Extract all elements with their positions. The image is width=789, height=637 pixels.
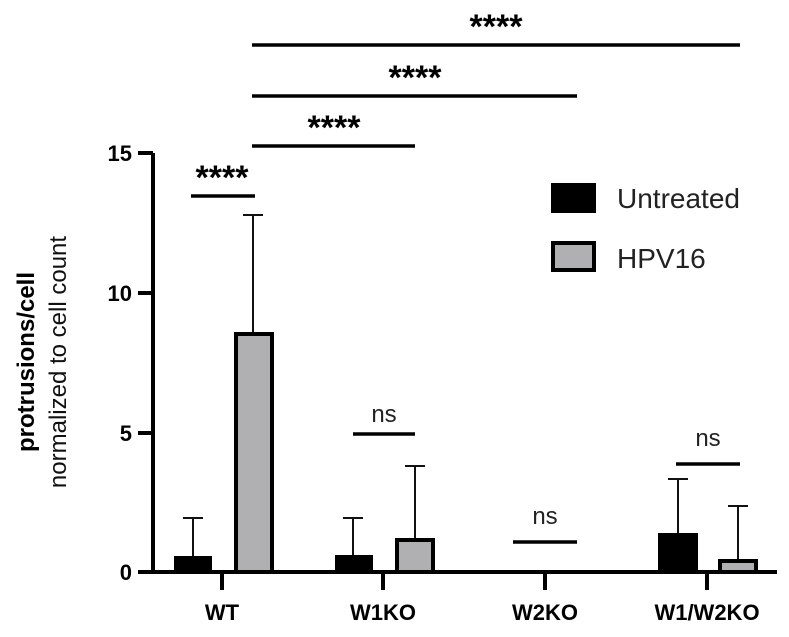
- bar-w1ko-untreated: [335, 555, 373, 572]
- sig-wt-internal: ****: [196, 159, 250, 197]
- x-axis: WT W1KO W2KO W1/W2KO: [151, 570, 777, 625]
- y-tick-5: 5: [120, 421, 132, 446]
- bar-wt-untreated: [174, 556, 212, 572]
- significance-brackets: **** **** **** **** ns ns ns: [191, 8, 740, 544]
- x-label-wt: WT: [205, 600, 240, 625]
- bar-w1w2ko-hpv16: [718, 559, 758, 574]
- legend-label-untreated: Untreated: [617, 183, 740, 214]
- ns-w2ko: ns: [532, 503, 557, 530]
- series-hpv16: [234, 332, 758, 574]
- sig-wt-w2ko: ****: [389, 59, 443, 97]
- ns-w1w2ko: ns: [695, 425, 720, 452]
- legend-swatch-hpv16: [551, 241, 596, 272]
- series-untreated: [174, 533, 698, 572]
- sig-wt-w1ko: ****: [308, 109, 362, 147]
- x-label-w1w2ko: W1/W2KO: [654, 600, 759, 625]
- y-axis: 15 10 5 0: [108, 141, 155, 585]
- legend-swatch-untreated: [551, 183, 596, 213]
- bar-wt-hpv16: [234, 332, 274, 574]
- x-label-w1ko: W1KO: [350, 600, 416, 625]
- sig-wt-w1w2ko: ****: [470, 8, 524, 46]
- y-axis-label: protrusions/cell normalized to cell coun…: [13, 236, 72, 488]
- y-tick-15: 15: [108, 141, 132, 166]
- legend-label-hpv16: HPV16: [617, 243, 706, 274]
- y-tick-10: 10: [108, 281, 132, 306]
- ns-w1ko: ns: [371, 401, 396, 428]
- error-bars: [183, 214, 748, 560]
- y-axis-title: protrusions/cell: [13, 272, 40, 452]
- legend: Untreated HPV16: [551, 183, 740, 274]
- bar-w1w2ko-untreated: [658, 533, 698, 572]
- y-tick-0: 0: [120, 560, 132, 585]
- x-label-w2ko: W2KO: [512, 600, 578, 625]
- bar-w1ko-hpv16: [395, 538, 435, 574]
- y-axis-subtitle: normalized to cell count: [45, 236, 72, 488]
